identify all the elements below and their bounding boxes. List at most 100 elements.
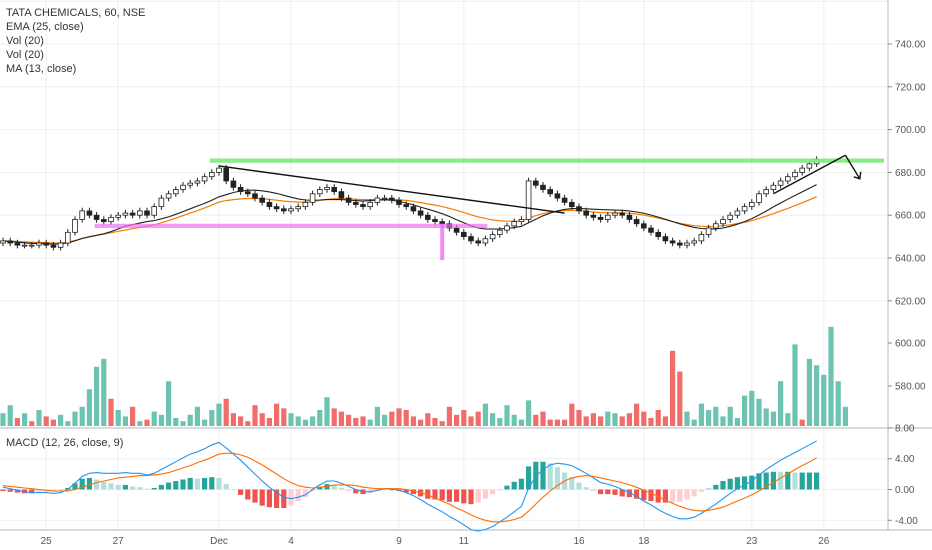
candle-body[interactable] xyxy=(57,242,64,248)
candle-body[interactable] xyxy=(569,201,575,208)
candle-body[interactable] xyxy=(273,206,280,210)
candle-body[interactable] xyxy=(734,210,741,216)
candle-body[interactable] xyxy=(316,189,323,195)
candle-body[interactable] xyxy=(324,186,330,190)
candle-body[interactable] xyxy=(590,214,597,218)
candle-body[interactable] xyxy=(749,201,755,208)
candle-body[interactable] xyxy=(403,204,409,208)
candle-body[interactable] xyxy=(43,242,49,246)
candle-body[interactable] xyxy=(360,204,366,208)
candle-body[interactable] xyxy=(684,242,690,246)
candle-body[interactable] xyxy=(496,229,503,235)
candle-body[interactable] xyxy=(482,238,489,244)
candle-body[interactable] xyxy=(295,206,301,210)
candle-body[interactable] xyxy=(129,212,136,216)
candle-body[interactable] xyxy=(720,219,726,225)
candle-body[interactable] xyxy=(230,180,237,188)
candle-body[interactable] xyxy=(65,231,71,244)
candle-body[interactable] xyxy=(576,206,582,212)
candle-body[interactable] xyxy=(770,184,777,190)
candle-body[interactable] xyxy=(741,206,748,212)
candle-body[interactable] xyxy=(309,193,316,203)
candle-body[interactable] xyxy=(792,171,798,178)
candle-body[interactable] xyxy=(101,219,107,223)
candle-body[interactable] xyxy=(0,240,6,244)
candle-body[interactable] xyxy=(93,214,100,220)
candle-body[interactable] xyxy=(713,223,719,229)
candle-body[interactable] xyxy=(216,167,222,173)
candle-body[interactable] xyxy=(302,201,309,208)
candle-body[interactable] xyxy=(612,212,618,216)
candle-body[interactable] xyxy=(460,231,467,238)
candle-body[interactable] xyxy=(388,197,395,201)
candle-body[interactable] xyxy=(72,219,78,233)
candle-body[interactable] xyxy=(331,186,337,193)
candle-body[interactable] xyxy=(785,176,791,182)
candle-body[interactable] xyxy=(439,221,445,225)
candle-body[interactable] xyxy=(763,189,769,195)
candle-body[interactable] xyxy=(172,189,179,195)
candle-body[interactable] xyxy=(432,219,438,223)
candle-body[interactable] xyxy=(165,193,172,199)
candle-body[interactable] xyxy=(223,167,230,182)
candle-body[interactable] xyxy=(201,176,208,182)
candle-body[interactable] xyxy=(208,171,215,178)
candle-body[interactable] xyxy=(79,210,86,220)
candle-body[interactable] xyxy=(489,234,496,240)
candle-body[interactable] xyxy=(533,180,539,186)
candle-body[interactable] xyxy=(806,163,813,169)
candle-body[interactable] xyxy=(144,210,150,216)
candle-body[interactable] xyxy=(540,184,546,190)
candle-body[interactable] xyxy=(115,214,122,218)
candle-body[interactable] xyxy=(50,244,57,248)
candle-body[interactable] xyxy=(180,184,186,190)
candle-body[interactable] xyxy=(727,214,733,220)
candle-body[interactable] xyxy=(705,227,712,235)
candle-body[interactable] xyxy=(187,182,194,186)
candle-body[interactable] xyxy=(194,180,201,184)
candle-body[interactable] xyxy=(554,193,561,199)
candle-body[interactable] xyxy=(28,244,35,247)
candle-body[interactable] xyxy=(597,216,604,220)
candle-body[interactable] xyxy=(252,193,258,199)
candle-body[interactable] xyxy=(677,242,683,246)
candle-body[interactable] xyxy=(619,212,625,216)
candle-body[interactable] xyxy=(583,210,589,216)
candle-body[interactable] xyxy=(374,197,381,203)
candle-body[interactable] xyxy=(381,197,388,200)
candle-body[interactable] xyxy=(511,221,517,227)
candle-body[interactable] xyxy=(417,210,424,216)
candle-body[interactable] xyxy=(108,216,114,223)
candle-body[interactable] xyxy=(7,240,13,244)
candle-body[interactable] xyxy=(151,206,158,216)
candle-body[interactable] xyxy=(259,197,265,203)
candle-body[interactable] xyxy=(338,191,345,199)
candle-body[interactable] xyxy=(396,199,402,205)
candle-body[interactable] xyxy=(453,227,460,233)
candle-body[interactable] xyxy=(518,219,525,223)
candle-body[interactable] xyxy=(525,180,532,220)
candle-body[interactable] xyxy=(662,236,669,242)
candle-body[interactable] xyxy=(352,201,359,205)
candle-body[interactable] xyxy=(547,189,553,195)
candle-body[interactable] xyxy=(136,210,143,216)
candle-body[interactable] xyxy=(244,191,251,195)
candle-body[interactable] xyxy=(367,201,373,208)
candle-body[interactable] xyxy=(410,206,417,212)
candle-body[interactable] xyxy=(641,223,647,229)
candle-body[interactable] xyxy=(475,240,481,244)
candle-body[interactable] xyxy=(626,214,633,220)
candle-body[interactable] xyxy=(648,227,654,233)
candle-body[interactable] xyxy=(756,193,762,203)
candle-body[interactable] xyxy=(468,236,474,242)
candle-body[interactable] xyxy=(691,240,697,244)
candle-body[interactable] xyxy=(237,186,244,193)
candle-body[interactable] xyxy=(21,244,28,247)
candle-body[interactable] xyxy=(288,208,294,212)
candle-body[interactable] xyxy=(777,180,784,186)
candle-body[interactable] xyxy=(799,167,805,173)
candle-body[interactable] xyxy=(345,197,352,203)
candle-body[interactable] xyxy=(669,240,676,244)
candle-body[interactable] xyxy=(266,201,273,208)
